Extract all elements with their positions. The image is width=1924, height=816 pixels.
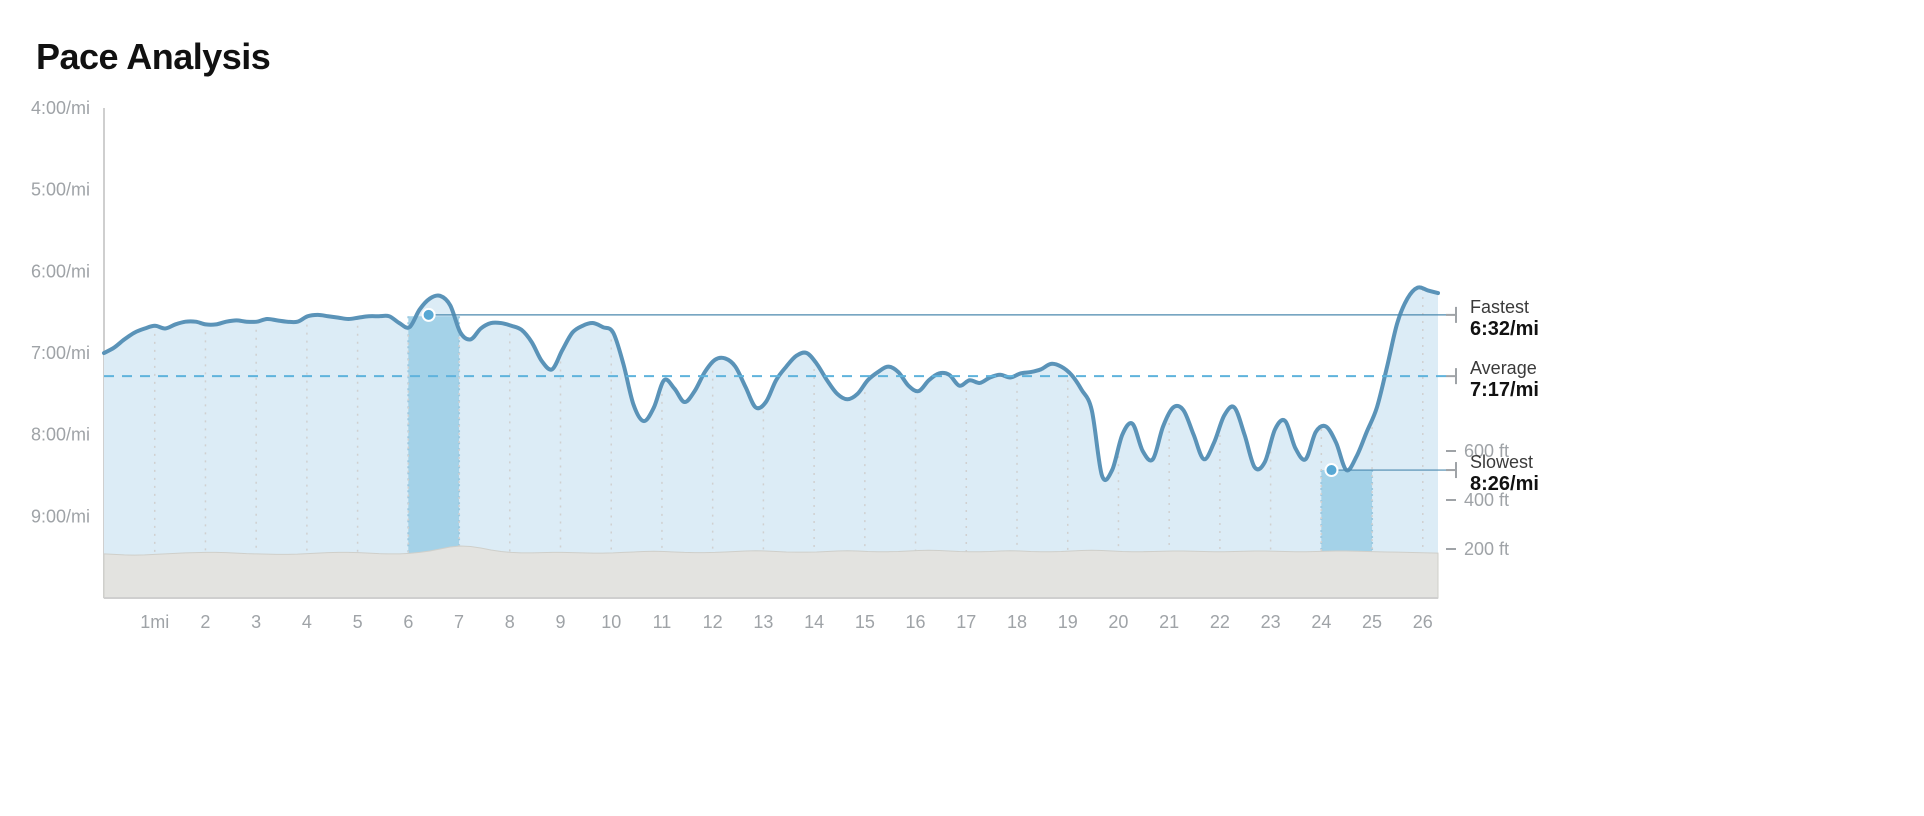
x-tick-label: 10 (601, 612, 621, 632)
x-tick-label: 5 (353, 612, 363, 632)
fastest-value: 6:32/mi (1470, 318, 1539, 340)
y-tick: 4:00/mi (31, 98, 90, 118)
y-tick: 6:00/mi (31, 261, 90, 281)
svg-text:8:00/mi: 8:00/mi (31, 425, 90, 445)
x-tick-label: 9 (555, 612, 565, 632)
y-tick: 5:00/mi (31, 180, 90, 200)
elev-tick-label: 200 ft (1464, 539, 1509, 559)
x-tick-label: 22 (1210, 612, 1230, 632)
x-tick-label: 15 (855, 612, 875, 632)
average-value: 7:17/mi (1470, 379, 1539, 401)
svg-text:7:00/mi: 7:00/mi (31, 343, 90, 363)
x-tick-label: 23 (1261, 612, 1281, 632)
x-tick-label: 7 (454, 612, 464, 632)
average-label: Average (1470, 358, 1537, 378)
x-tick-label: 6 (403, 612, 413, 632)
svg-text:4:00/mi: 4:00/mi (31, 98, 90, 118)
y-tick: 8:00/mi (31, 425, 90, 445)
elevation-area (104, 546, 1438, 598)
fastest-marker (423, 309, 435, 321)
x-tick-label: 3 (251, 612, 261, 632)
pace-chart: 4:00/mi 5:00/mi 6:00/mi 7:00/mi 8:00/mi 9:00/… (0, 0, 1924, 816)
svg-text:6:00/mi: 6:00/mi (31, 261, 90, 281)
x-tick-label: 14 (804, 612, 824, 632)
x-tick-label: 8 (505, 612, 515, 632)
x-tick-label: 1mi (140, 612, 169, 632)
x-tick-label: 25 (1362, 612, 1382, 632)
x-tick-label: 4 (302, 612, 312, 632)
chart-title: Pace Analysis (36, 36, 270, 78)
slowest-label: Slowest (1470, 452, 1533, 472)
x-tick-label: 18 (1007, 612, 1027, 632)
x-tick-label: 17 (956, 612, 976, 632)
y-tick: 7:00/mi (31, 343, 90, 363)
x-tick-label: 13 (753, 612, 773, 632)
svg-text:9:00/mi: 9:00/mi (31, 506, 90, 526)
svg-text:5:00/mi: 5:00/mi (31, 180, 90, 200)
fastest-label: Fastest (1470, 297, 1529, 317)
x-tick-label: 2 (200, 612, 210, 632)
x-tick-label: 11 (653, 612, 672, 632)
x-tick-label: 20 (1108, 612, 1128, 632)
x-tick-label: 21 (1159, 612, 1179, 632)
x-tick-label: 26 (1413, 612, 1433, 632)
x-tick-label: 12 (703, 612, 723, 632)
x-tick-label: 16 (906, 612, 926, 632)
slowest-marker (1325, 464, 1337, 476)
x-tick-label: 24 (1311, 612, 1331, 632)
x-tick-label: 19 (1058, 612, 1078, 632)
slowest-value: 8:26/mi (1470, 473, 1539, 495)
y-tick: 9:00/mi (31, 506, 90, 526)
